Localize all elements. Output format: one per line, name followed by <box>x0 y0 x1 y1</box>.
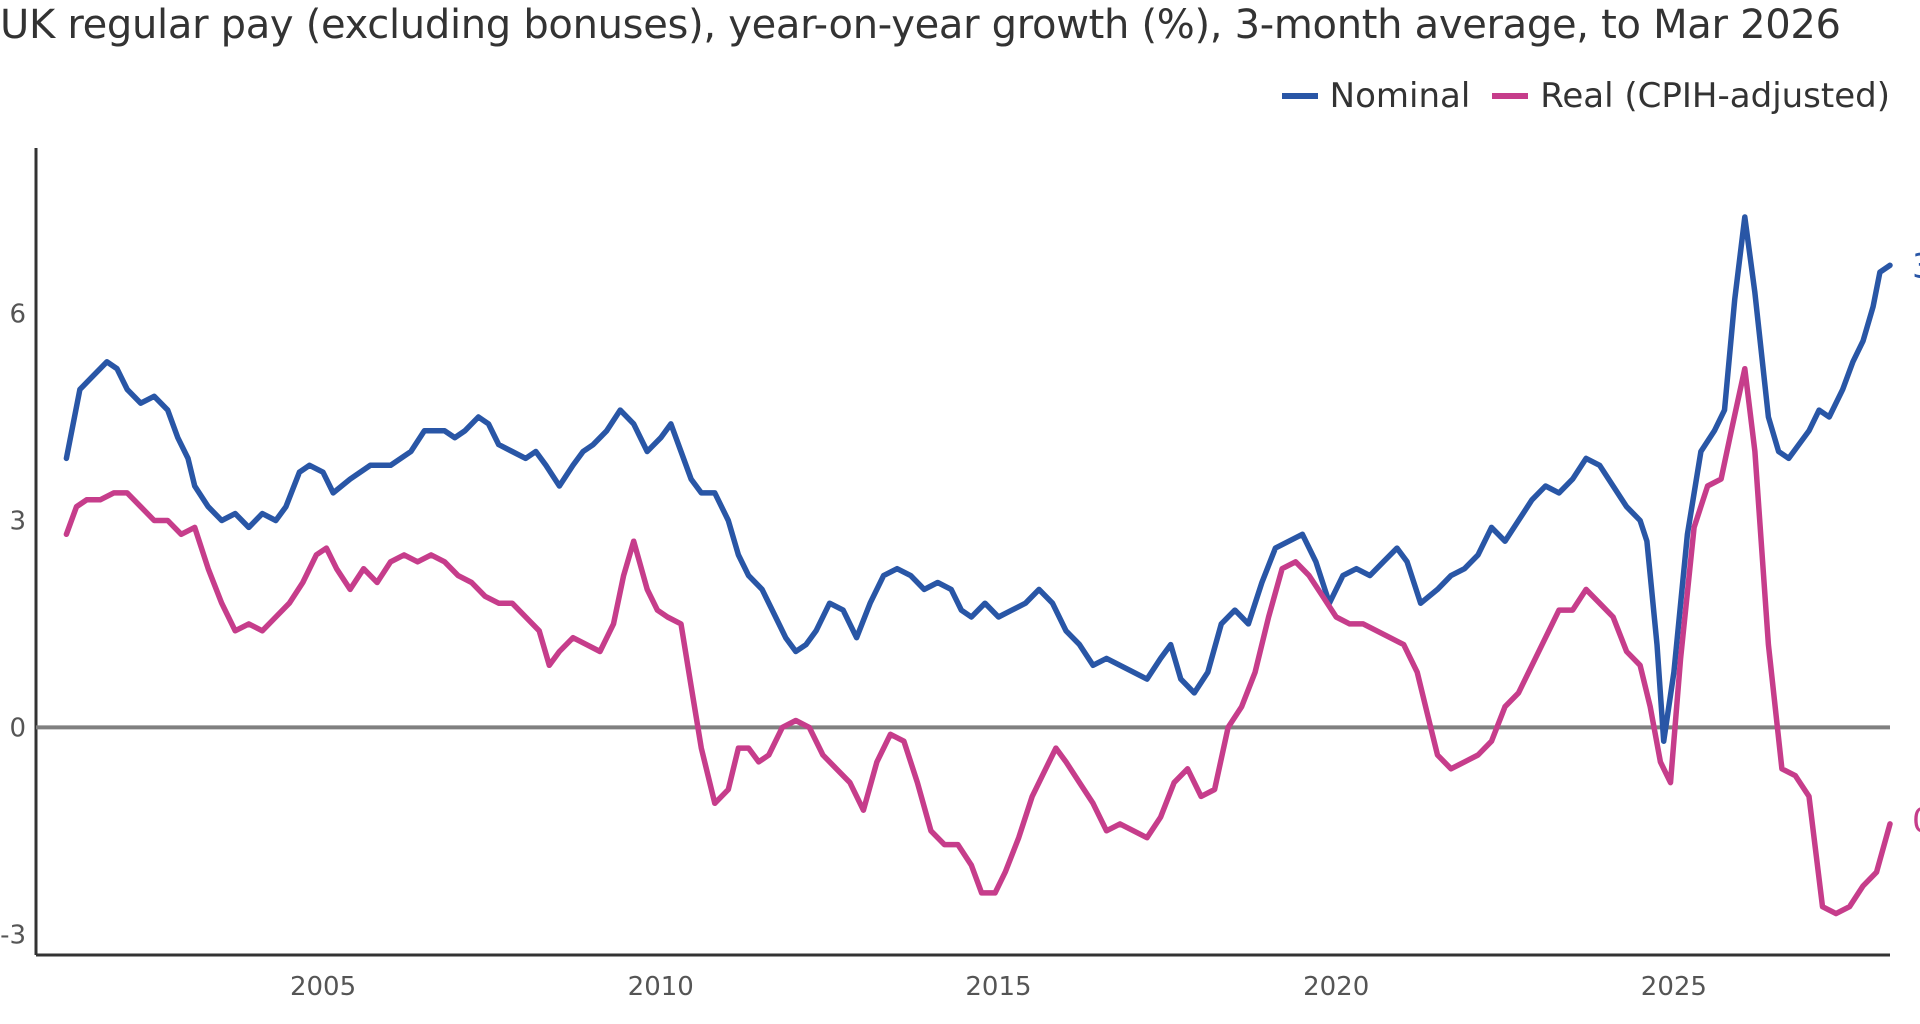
end-label-real: 0.1% <box>1912 801 1920 841</box>
legend-swatch-nominal <box>1281 93 1318 99</box>
series-line-real <box>63 365 1893 917</box>
x-tick-label: 2020 <box>1303 972 1369 1002</box>
y-tick-label: -3 <box>0 920 26 950</box>
chart-title: UK regular pay (excluding bonuses), year… <box>0 2 1841 48</box>
legend-item-real: Real (CPIH-adjusted) <box>1492 76 1890 116</box>
end-label-nominal: 3.4% <box>1912 246 1920 286</box>
legend-label-nominal: Nominal <box>1329 76 1471 116</box>
x-tick-label: 2025 <box>1641 972 1707 1002</box>
legend-swatch-real <box>1492 93 1529 99</box>
series-lines <box>63 214 1893 917</box>
series-line-nominal <box>63 214 1893 744</box>
end-labels: 3.4% 0.1% <box>1912 246 1920 841</box>
y-tick-label: 0 <box>9 713 26 743</box>
y-tick-label: 6 <box>9 300 26 330</box>
x-tick-label: 2005 <box>290 972 356 1002</box>
axes: -3 0 3 6 2005 2010 2015 2020 2025 <box>0 148 1890 1002</box>
y-tick-label: 3 <box>9 506 26 536</box>
x-tick-label: 2015 <box>965 972 1031 1002</box>
legend: Nominal Real (CPIH-adjusted) <box>1260 76 1890 116</box>
legend-label-real: Real (CPIH-adjusted) <box>1540 76 1890 116</box>
legend-item-nominal: Nominal <box>1281 76 1471 116</box>
x-tick-label: 2010 <box>628 972 694 1002</box>
